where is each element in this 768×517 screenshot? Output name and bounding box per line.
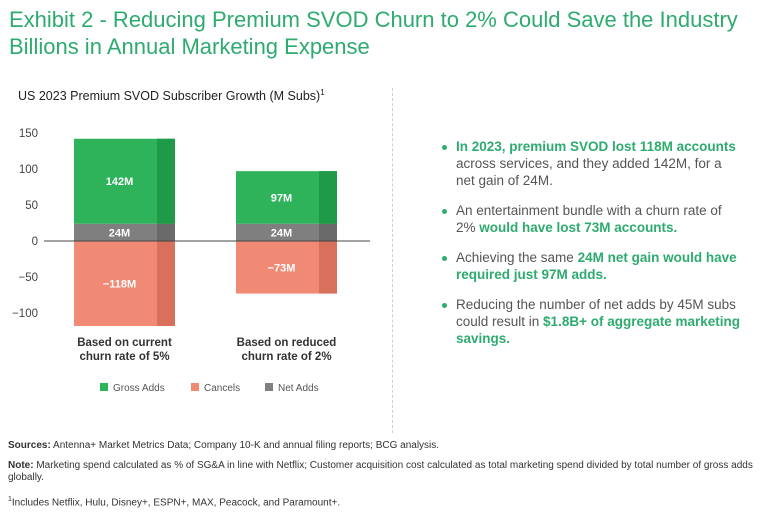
finding-highlight: In 2023, premium SVOD lost 118M accounts — [456, 139, 736, 154]
legend-label: Cancels — [204, 383, 240, 394]
bullet-dot-icon — [442, 256, 447, 261]
data-label-gross: 142M — [106, 176, 134, 188]
legend-label: Net Adds — [278, 383, 319, 394]
sources-label: Sources: — [8, 440, 51, 451]
bar-net-adds — [74, 223, 175, 241]
y-tick-label: 150 — [19, 128, 38, 140]
note-text: Marketing spend calculated as % of SG&A … — [8, 460, 753, 483]
bar-chart: 150 100 50 0 −50 −100 142M 24M −118M Based on cur… — [12, 128, 370, 394]
exhibit-title: Exhibit 2 - Reducing Premium SVOD Churn … — [9, 7, 738, 59]
footnote-text: Includes Netflix, Hulu, Disney+, ESPN+, … — [11, 497, 341, 509]
bullet-dot-icon — [442, 145, 447, 150]
bar-net-adds-shade — [157, 223, 175, 241]
finding-text: Reducing the number of net adds by 45M s… — [456, 297, 736, 329]
chart-title-footnote-marker: 1 — [320, 88, 325, 97]
finding-item: An entertainment bundle with a churn rat… — [440, 202, 740, 236]
finding-highlight: 24M net gain would have required just 97… — [456, 250, 737, 282]
footnote-marker: 1 — [8, 496, 12, 503]
data-label-cancels: −118M — [103, 278, 136, 290]
finding-highlight: $1.8B+ of aggregate marketing savings. — [456, 314, 740, 346]
bar-cancels-shade — [157, 241, 175, 326]
y-tick-label: 0 — [32, 236, 38, 248]
section-divider — [392, 88, 393, 433]
chart-title: US 2023 Premium SVOD Subscriber Growth (… — [18, 88, 325, 103]
data-label-gross: 97M — [271, 192, 292, 204]
bar-cancels-shade — [319, 241, 337, 294]
data-label-cancels: −73M — [268, 262, 296, 274]
y-tick-label: −50 — [18, 272, 38, 284]
key-findings-list: In 2023, premium SVOD lost 118M accounts… — [440, 138, 740, 360]
finding-item: Reducing the number of net adds by 45M s… — [440, 296, 740, 347]
footnote: 1Includes Netflix, Hulu, Disney+, ESPN+,… — [8, 494, 760, 509]
bar-gross-adds-shade — [157, 138, 175, 224]
bar-net-adds-shade — [319, 223, 337, 241]
sources-text: Antenna+ Market Metrics Data; Company 10… — [50, 440, 440, 451]
chart-title-text: US 2023 Premium SVOD Subscriber Growth (… — [18, 89, 321, 104]
bullet-dot-icon — [442, 209, 447, 214]
finding-item: In 2023, premium SVOD lost 118M accounts… — [440, 138, 740, 189]
legend-label: Gross Adds — [113, 383, 165, 394]
x-category-label: churn rate of 5% — [79, 351, 169, 363]
bar-net-adds — [236, 223, 337, 241]
legend-swatch — [100, 383, 108, 391]
finding-text: across services, and they added 142M, fo… — [456, 156, 722, 188]
data-label-net: 24M — [271, 227, 292, 239]
finding-item: Achieving the same 24M net gain would ha… — [440, 249, 740, 283]
x-category-label: churn rate of 2% — [241, 351, 331, 363]
bullet-dot-icon — [442, 303, 447, 308]
legend-swatch — [265, 383, 273, 391]
finding-highlight: would have lost 73M accounts. — [479, 220, 678, 235]
methodology-note: Note: Marketing spend calculated as % of… — [8, 460, 760, 484]
legend-swatch — [191, 383, 199, 391]
y-tick-label: 50 — [25, 200, 38, 212]
sources-note: Sources: Antenna+ Market Metrics Data; C… — [8, 440, 760, 452]
finding-text: An entertainment bundle with a churn rat… — [456, 203, 722, 235]
x-category-label: Based on current — [77, 337, 172, 349]
bar-gross-adds-shade — [319, 171, 337, 224]
y-tick-label: 100 — [19, 164, 38, 176]
data-label-net: 24M — [109, 227, 130, 239]
x-category-label: Based on reduced — [237, 337, 337, 349]
note-label: Note: — [8, 460, 34, 471]
y-tick-label: −100 — [12, 308, 38, 320]
finding-text: Achieving the same — [456, 250, 578, 265]
